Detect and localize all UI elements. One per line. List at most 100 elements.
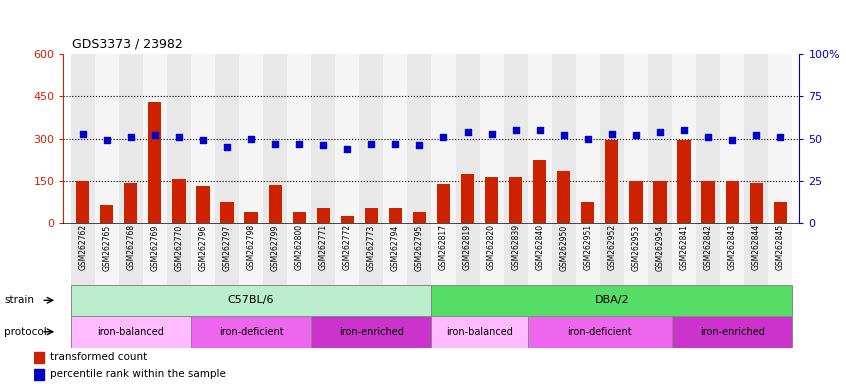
Text: transformed count: transformed count: [51, 353, 148, 362]
Bar: [34, 369, 45, 380]
Bar: [485, 177, 498, 223]
Bar: [173, 179, 185, 223]
Bar: [696, 54, 720, 223]
Bar: [124, 183, 137, 223]
Point: [605, 131, 618, 137]
Text: GSM262817: GSM262817: [439, 224, 448, 270]
Text: strain: strain: [4, 295, 34, 305]
Bar: [167, 54, 191, 223]
Text: GDS3373 / 23982: GDS3373 / 23982: [72, 37, 183, 50]
Point: [148, 132, 162, 138]
Bar: [148, 102, 162, 223]
Bar: [431, 223, 455, 285]
Text: GSM262796: GSM262796: [199, 224, 207, 271]
Bar: [576, 54, 600, 223]
Text: GSM262770: GSM262770: [174, 224, 184, 271]
Bar: [383, 54, 408, 223]
Bar: [624, 54, 648, 223]
Point: [220, 144, 233, 150]
Bar: [191, 223, 215, 285]
Bar: [431, 316, 528, 348]
Bar: [648, 54, 672, 223]
Bar: [552, 223, 576, 285]
Bar: [455, 223, 480, 285]
Point: [629, 132, 643, 138]
Bar: [455, 54, 480, 223]
Bar: [653, 181, 667, 223]
Bar: [744, 54, 768, 223]
Bar: [480, 223, 503, 285]
Bar: [552, 54, 576, 223]
Point: [750, 132, 763, 138]
Bar: [215, 54, 239, 223]
Bar: [696, 223, 720, 285]
Bar: [95, 54, 118, 223]
Point: [725, 137, 739, 143]
Bar: [600, 54, 624, 223]
Bar: [678, 140, 690, 223]
Bar: [287, 223, 311, 285]
Bar: [720, 54, 744, 223]
Bar: [143, 223, 167, 285]
Point: [509, 127, 523, 133]
Text: GSM262952: GSM262952: [607, 224, 617, 270]
Text: iron-balanced: iron-balanced: [446, 327, 513, 337]
Bar: [533, 160, 547, 223]
Point: [340, 146, 354, 152]
Bar: [624, 223, 648, 285]
Bar: [431, 54, 455, 223]
Bar: [196, 187, 210, 223]
Text: GSM262839: GSM262839: [511, 224, 520, 270]
Bar: [311, 54, 335, 223]
Point: [581, 136, 595, 142]
Bar: [316, 208, 330, 223]
Point: [773, 134, 787, 140]
Bar: [221, 202, 233, 223]
Point: [557, 132, 570, 138]
Text: iron-balanced: iron-balanced: [97, 327, 164, 337]
Text: GSM262769: GSM262769: [151, 224, 159, 271]
Bar: [558, 171, 570, 223]
Bar: [244, 212, 258, 223]
Bar: [431, 285, 792, 316]
Bar: [263, 223, 287, 285]
Bar: [648, 223, 672, 285]
Bar: [503, 223, 528, 285]
Text: GSM262771: GSM262771: [319, 224, 327, 270]
Text: GSM262795: GSM262795: [415, 224, 424, 271]
Text: GSM262772: GSM262772: [343, 224, 352, 270]
Point: [76, 131, 90, 137]
Bar: [360, 54, 383, 223]
Text: GSM262841: GSM262841: [679, 224, 689, 270]
Text: GSM262843: GSM262843: [728, 224, 737, 270]
Bar: [263, 54, 287, 223]
Text: GSM262799: GSM262799: [271, 224, 280, 271]
Bar: [413, 212, 426, 223]
Bar: [581, 202, 595, 223]
Text: iron-enriched: iron-enriched: [339, 327, 404, 337]
Bar: [383, 223, 408, 285]
Point: [437, 134, 450, 140]
Bar: [118, 54, 143, 223]
Text: GSM262762: GSM262762: [78, 224, 87, 270]
Bar: [191, 316, 311, 348]
Bar: [726, 181, 739, 223]
Bar: [672, 316, 792, 348]
Text: GSM262768: GSM262768: [126, 224, 135, 270]
Bar: [95, 223, 118, 285]
Point: [413, 142, 426, 149]
Text: GSM262794: GSM262794: [391, 224, 400, 271]
Text: iron-deficient: iron-deficient: [568, 327, 632, 337]
Text: GSM262842: GSM262842: [704, 224, 712, 270]
Point: [100, 137, 113, 143]
Point: [293, 141, 306, 147]
Point: [268, 141, 282, 147]
Point: [316, 142, 330, 149]
Bar: [503, 54, 528, 223]
Bar: [100, 205, 113, 223]
Text: GSM262819: GSM262819: [463, 224, 472, 270]
Bar: [744, 223, 768, 285]
Point: [653, 129, 667, 135]
Bar: [239, 223, 263, 285]
Bar: [672, 223, 696, 285]
